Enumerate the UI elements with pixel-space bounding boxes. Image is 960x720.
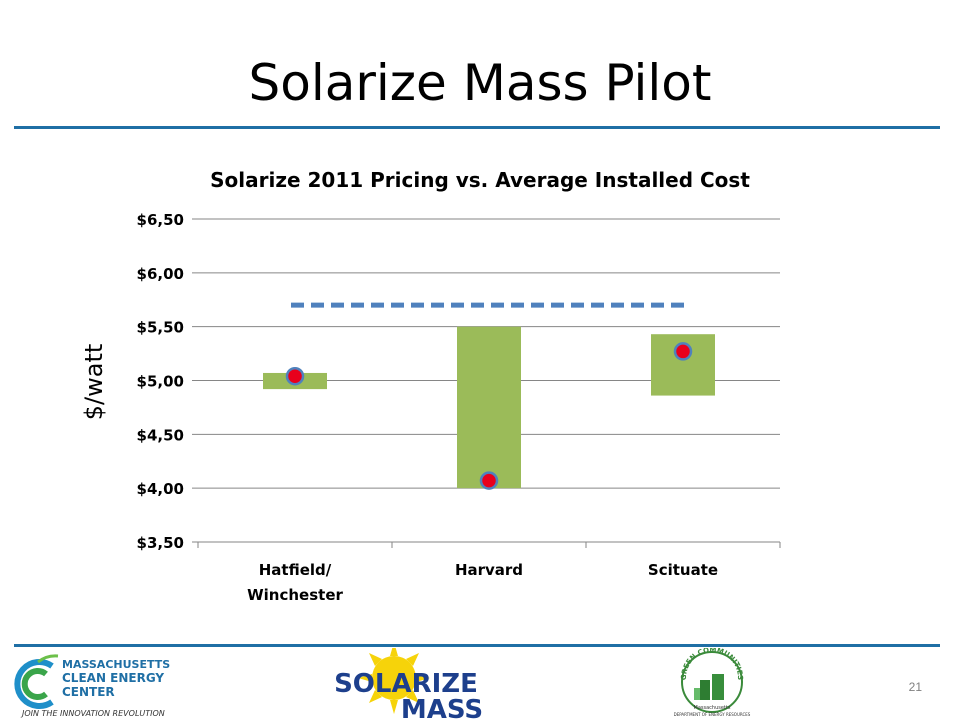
y-tick-label: $6,50 (137, 211, 184, 229)
svg-text:CLEAN ENERGY: CLEAN ENERGY (62, 671, 164, 685)
price-points (285, 342, 693, 490)
svg-text:MASSACHUSETTS: MASSACHUSETTS (62, 658, 170, 671)
svg-text:JOIN THE INNOVATION REVOLUTION: JOIN THE INNOVATION REVOLUTION (20, 709, 165, 718)
y-tick-label: $5,50 (137, 319, 184, 337)
y-tick-labels: $3,50 $4,00 $4,50 $5,00 $5,50 $6,00 $6,50 (137, 211, 184, 552)
chart-title: Solarize 2011 Pricing vs. Average Instal… (210, 168, 750, 192)
svg-text:SOLARIZE: SOLARIZE (334, 669, 478, 699)
x-tick-label: Hatfield/Winchester (247, 561, 343, 604)
y-tick-label: $4,00 (137, 480, 184, 498)
y-tick-label: $4,50 (137, 426, 184, 444)
range-bar (457, 326, 521, 489)
page-number: 21 (908, 680, 922, 694)
y-tick-label: $3,50 (137, 534, 184, 552)
x-tick-label: Scituate (648, 561, 718, 579)
svg-text:GREEN COMMUNITIES: GREEN COMMUNITIES (680, 648, 744, 680)
x-tick-labels: Hatfield/Winchester Harvard Scituate (247, 561, 718, 604)
price-point (673, 342, 693, 361)
y-tick-label: $5,00 (137, 373, 184, 391)
pricing-chart: $3,50 $4,00 $4,50 $5,00 $5,50 $6,00 $6,50 Hatf… (80, 211, 781, 604)
x-tick-label: Harvard (455, 561, 523, 579)
green-communities-logo: GREEN COMMUNITIES Massachusetts DEPARTME… (674, 648, 751, 717)
y-axis-label: $/watt (80, 344, 108, 421)
price-point (479, 471, 499, 490)
range-bars (263, 326, 715, 489)
price-point (285, 366, 305, 386)
svg-text:Massachusetts: Massachusetts (694, 705, 731, 711)
title-divider (14, 126, 940, 129)
mass-cec-logo: MASSACHUSETTS CLEAN ENERGY CENTER JOIN T… (14, 654, 170, 718)
slide-title: Solarize Mass Pilot (248, 54, 712, 112)
y-tick-label: $6,00 (137, 265, 184, 283)
footer-divider (14, 644, 940, 647)
solarize-mass-logo: SOLARIZE MASS (334, 648, 483, 720)
svg-text:DEPARTMENT OF ENERGY RESOURCES: DEPARTMENT OF ENERGY RESOURCES (674, 712, 751, 717)
svg-text:CENTER: CENTER (62, 685, 115, 699)
svg-text:MASS: MASS (401, 695, 483, 720)
